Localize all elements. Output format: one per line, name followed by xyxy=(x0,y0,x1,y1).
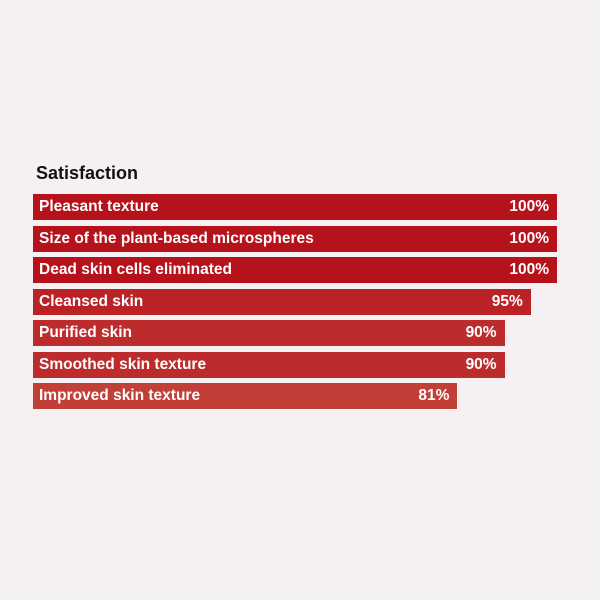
bar-6: Improved skin texture 81% xyxy=(33,383,458,409)
bar-label: Size of the plant-based microspheres xyxy=(39,229,314,247)
satisfaction-chart: Satisfaction Pleasant texture 100% Size of… xyxy=(33,160,557,415)
bar-value-label: 100% xyxy=(509,261,549,278)
bar-label: Improved skin texture xyxy=(39,387,201,404)
bar-label: Cleansed skin xyxy=(39,292,144,310)
bar-label: Purified skin xyxy=(39,324,133,341)
bar-value-label: 100% xyxy=(509,198,549,215)
bar-value-label: 90% xyxy=(465,355,497,373)
chart-title: Satisfaction xyxy=(36,163,139,183)
bar-1: Size of the plant-based microspheres 100% xyxy=(33,225,557,252)
bar-4: Purified skin 90% xyxy=(33,320,505,346)
bar-0: Pleasant texture 100% xyxy=(33,194,557,220)
bar-list: Pleasant texture 100% Size of the plant-ba… xyxy=(33,194,557,409)
bar-value-label: 81% xyxy=(418,387,450,404)
bar-value-label: 95% xyxy=(491,292,523,310)
bar-2: Dead skin cells eliminated 100% xyxy=(33,257,557,283)
bar-5: Smoothed skin texture 90% xyxy=(33,351,505,378)
bar-value-label: 90% xyxy=(465,324,497,341)
bar-label: Pleasant texture xyxy=(39,198,159,215)
bar-label: Dead skin cells eliminated xyxy=(39,261,232,278)
bar-3: Cleansed skin 95% xyxy=(33,288,531,315)
bar-label: Smoothed skin texture xyxy=(39,355,207,373)
bar-value-label: 100% xyxy=(509,229,549,247)
